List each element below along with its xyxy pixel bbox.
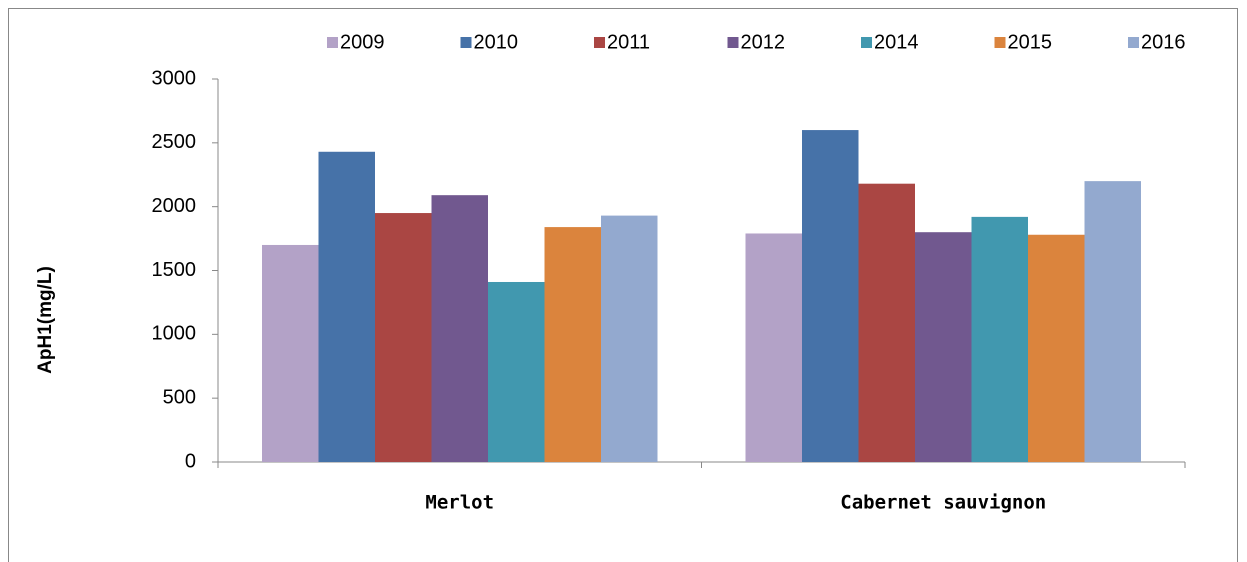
bar [915, 232, 972, 462]
legend-swatch [727, 37, 739, 48]
bar [971, 216, 1028, 462]
bar [1028, 234, 1085, 462]
legend-label: 2016 [1141, 31, 1186, 53]
legend-swatch [594, 37, 605, 48]
x-tick-label: Cabernet sauvignon [840, 492, 1046, 514]
bar [1084, 181, 1141, 462]
legend-swatch [1128, 37, 1139, 48]
x-tick-label: Merlot [425, 492, 494, 514]
y-tick-label: 500 [163, 386, 196, 408]
y-tick-label: 2000 [152, 195, 197, 217]
bar [544, 227, 601, 462]
chart-frame [8, 8, 1238, 562]
legend-label: 2015 [1008, 31, 1053, 53]
y-tick-label: 1000 [152, 323, 197, 345]
legend-swatch [327, 37, 338, 48]
legend-swatch [460, 37, 472, 48]
legend-label: 2010 [474, 31, 519, 53]
bar [488, 281, 545, 462]
bar [802, 130, 859, 463]
legend-label: 2014 [874, 31, 919, 53]
y-tick-label: 1500 [152, 259, 197, 281]
bar [601, 215, 658, 462]
y-tick-label: 2500 [152, 131, 197, 153]
legend-label: 2012 [741, 31, 786, 53]
bar [745, 233, 802, 462]
bar [375, 213, 432, 462]
bar [318, 151, 375, 462]
bar [431, 195, 488, 462]
legend-swatch [861, 37, 872, 48]
legend-label: 2011 [607, 31, 650, 53]
bar [858, 183, 915, 463]
legend-swatch [994, 37, 1006, 48]
legend-label: 2009 [340, 31, 385, 53]
bar [262, 244, 319, 462]
y-tick-label: 3000 [152, 67, 197, 89]
y-tick-label: 0 [185, 450, 196, 472]
y-axis-title: ApH1(mg/L) [35, 266, 56, 374]
